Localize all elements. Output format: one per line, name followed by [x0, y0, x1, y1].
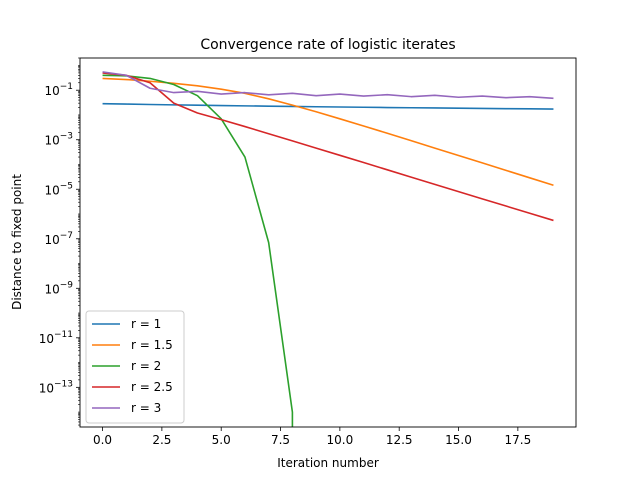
x-tick-label: 10.0: [327, 433, 354, 447]
legend-label: r = 1.5: [131, 338, 173, 352]
series-line-1: [102, 77, 554, 187]
y-tick-exponent: −3: [60, 132, 73, 142]
x-axis-label: Iteration number: [277, 456, 379, 470]
x-tick-label: 15.0: [445, 433, 472, 447]
axis-ticks: 0.0 2.5 5.0 7.5 10.0 12.5 15.0 17.510−1310−1110…: [39, 57, 531, 447]
x-tick-label: 7.5: [271, 433, 290, 447]
y-tick-exponent: −5: [60, 181, 73, 191]
y-axis-label: Distance to fixed point: [10, 174, 24, 310]
y-tick-base: 10: [44, 183, 59, 197]
y-tick-label: 10−3: [44, 132, 73, 148]
x-tick-label: 5.0: [212, 433, 231, 447]
y-tick-exponent: −9: [60, 280, 74, 290]
x-tick-label: 0.0: [93, 433, 112, 447]
y-tick-base: 10: [44, 282, 59, 296]
y-tick-label: 10−9: [44, 280, 73, 296]
y-tick-base: 10: [44, 233, 59, 247]
chart-title: Convergence rate of logistic iterates: [200, 37, 455, 53]
y-tick-label: 10−13: [39, 379, 73, 395]
x-tick-label: 12.5: [386, 433, 413, 447]
y-tick-exponent: −13: [54, 379, 73, 389]
y-tick-base: 10: [39, 381, 54, 395]
series-lines: [102, 71, 554, 427]
legend-label: r = 3: [131, 401, 161, 415]
x-tick-label: 2.5: [152, 433, 171, 447]
y-tick-exponent: −11: [54, 330, 73, 340]
series-line-3: [102, 72, 554, 222]
y-tick-base: 10: [44, 84, 59, 98]
y-tick-label: 10−11: [39, 330, 73, 346]
legend: r = 1 r = 1.5 r = 2 r = 2.5 r = 3: [85, 310, 185, 424]
y-tick-base: 10: [39, 332, 54, 346]
y-tick-base: 10: [44, 134, 59, 148]
y-tick-label: 10−7: [44, 231, 73, 247]
series-line-4: [102, 71, 554, 100]
legend-box: [85, 310, 185, 424]
legend-label: r = 2.5: [131, 380, 173, 394]
y-tick-exponent: −7: [60, 231, 73, 241]
y-tick-exponent: −1: [60, 82, 73, 92]
y-tick-label: 10−1: [44, 82, 73, 98]
plot-frame: [79, 57, 577, 428]
series-line-2: [102, 74, 294, 427]
legend-label: r = 1: [131, 317, 161, 331]
legend-label: r = 2: [131, 359, 161, 373]
y-tick-label: 10−5: [44, 181, 73, 197]
x-tick-label: 17.5: [504, 433, 531, 447]
